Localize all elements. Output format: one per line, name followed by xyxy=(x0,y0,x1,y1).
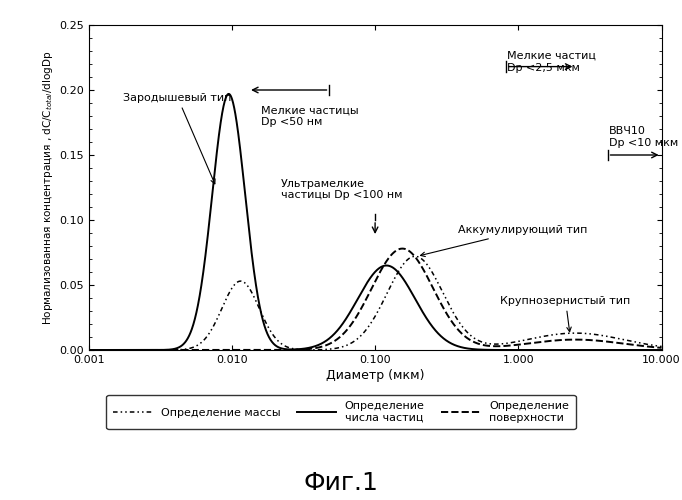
Legend: Определение массы, Определение
числа частиц, Определение
поверхности: Определение массы, Определение числа час… xyxy=(106,394,576,430)
Text: Фиг.1: Фиг.1 xyxy=(303,471,379,495)
Text: Мелкие частиц
Dp <2,5 мкм: Мелкие частиц Dp <2,5 мкм xyxy=(507,51,596,72)
Text: ВВЧ10
Dp <10 мкм: ВВЧ10 Dp <10 мкм xyxy=(609,126,679,148)
Text: Аккумулирующий тип: Аккумулирующий тип xyxy=(421,226,587,256)
Text: Мелкие частицы
Dp <50 нм: Мелкие частицы Dp <50 нм xyxy=(261,106,359,127)
Text: Ультрамелкие
частицы Dp <100 нм: Ультрамелкие частицы Dp <100 нм xyxy=(281,179,402,201)
Text: Крупнозернистый тип: Крупнозернистый тип xyxy=(501,296,631,332)
X-axis label: Диаметр (мкм): Диаметр (мкм) xyxy=(326,369,424,382)
Text: Зародышевый тип: Зародышевый тип xyxy=(123,92,232,184)
Y-axis label: Нормализованная концентрация , dC/C$_{total}$/dlogDp: Нормализованная концентрация , dC/C$_{to… xyxy=(41,50,55,324)
